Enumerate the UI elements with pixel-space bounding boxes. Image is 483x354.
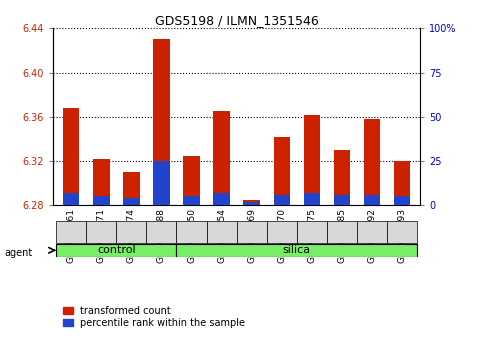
- Text: control: control: [97, 245, 136, 255]
- Text: GSM665770: GSM665770: [277, 208, 286, 263]
- Text: GSM665769: GSM665769: [247, 208, 256, 263]
- Bar: [86, 221, 116, 243]
- Bar: [364, 195, 380, 205]
- Bar: [153, 39, 170, 205]
- Bar: [273, 195, 290, 205]
- Bar: [237, 221, 267, 243]
- Bar: [63, 193, 80, 205]
- Bar: [357, 221, 387, 243]
- Bar: [394, 196, 411, 205]
- Text: GSM665792: GSM665792: [368, 208, 377, 263]
- Bar: [207, 221, 237, 243]
- Text: GSM665793: GSM665793: [398, 208, 407, 263]
- Bar: [334, 195, 350, 205]
- Text: agent: agent: [5, 248, 33, 258]
- Bar: [243, 202, 260, 205]
- Text: GSM665785: GSM665785: [338, 208, 346, 263]
- Bar: [93, 159, 110, 205]
- Bar: [304, 193, 320, 205]
- Bar: [176, 221, 207, 243]
- Text: silica: silica: [283, 245, 311, 255]
- Bar: [153, 161, 170, 205]
- Bar: [183, 196, 200, 205]
- Bar: [364, 119, 380, 205]
- Legend: transformed count, percentile rank within the sample: transformed count, percentile rank withi…: [63, 306, 245, 328]
- Bar: [213, 193, 230, 205]
- Bar: [213, 111, 230, 205]
- Bar: [146, 221, 176, 243]
- Bar: [334, 150, 350, 205]
- Text: GSM665754: GSM665754: [217, 208, 226, 263]
- Text: GSM665761: GSM665761: [67, 208, 76, 263]
- Bar: [123, 172, 140, 205]
- Bar: [56, 244, 176, 257]
- Text: GSM665774: GSM665774: [127, 208, 136, 263]
- Bar: [387, 221, 417, 243]
- Bar: [273, 137, 290, 205]
- Bar: [327, 221, 357, 243]
- Bar: [123, 198, 140, 205]
- Text: GSM665750: GSM665750: [187, 208, 196, 263]
- Bar: [93, 196, 110, 205]
- Bar: [297, 221, 327, 243]
- Text: GSM665788: GSM665788: [157, 208, 166, 263]
- Bar: [56, 221, 86, 243]
- Bar: [176, 244, 417, 257]
- Bar: [116, 221, 146, 243]
- Text: GSM665771: GSM665771: [97, 208, 106, 263]
- Text: GSM665775: GSM665775: [307, 208, 316, 263]
- Bar: [304, 115, 320, 205]
- Title: GDS5198 / ILMN_1351546: GDS5198 / ILMN_1351546: [155, 14, 319, 27]
- Bar: [394, 161, 411, 205]
- Bar: [267, 221, 297, 243]
- Bar: [183, 155, 200, 205]
- Bar: [63, 108, 80, 205]
- Bar: [243, 200, 260, 205]
